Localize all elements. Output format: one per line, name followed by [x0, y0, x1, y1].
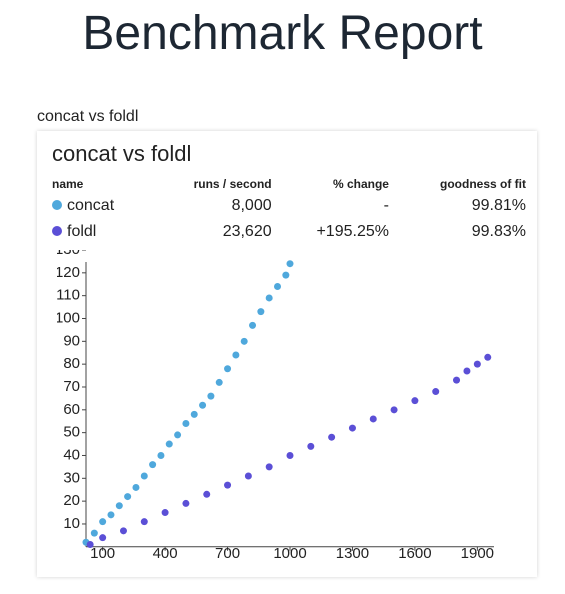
table-header: name runs / second % change goodness of fit — [48, 175, 530, 193]
x-tick-label: 1300 — [336, 545, 369, 562]
y-tick-label: 110 — [57, 287, 80, 304]
point — [119, 527, 127, 535]
point — [232, 351, 240, 359]
table-cell: 8,000 — [231, 197, 272, 214]
point — [140, 472, 148, 480]
table-cell: 99.81% — [471, 197, 526, 214]
chart: 10 20 30 40 50 60 70 80 90 100 110 120 130 100 400 700 1… — [57, 250, 494, 562]
point — [265, 463, 273, 471]
point — [484, 353, 492, 361]
y-tick-label: 10 — [63, 515, 80, 532]
point — [274, 283, 282, 291]
point — [244, 472, 252, 480]
y-tick-label: 80 — [63, 355, 80, 372]
point — [90, 529, 98, 537]
point — [157, 451, 165, 459]
table-cell: +195.25% — [316, 223, 389, 240]
table-row: concat 8,000 - 99.81% — [48, 193, 530, 219]
point — [249, 321, 257, 329]
y-tick-label: 120 — [57, 264, 80, 281]
section-title: concat vs foldl — [37, 108, 139, 125]
results-table: name runs / second % change goodness of fit… — [48, 175, 530, 245]
point — [453, 376, 461, 384]
column-header: runs / second — [193, 177, 272, 191]
legend-dot — [52, 200, 62, 210]
point — [215, 378, 223, 386]
point — [161, 509, 169, 517]
table-cell: 99.83% — [471, 223, 526, 240]
point — [286, 260, 294, 268]
legend-label: foldl — [67, 223, 97, 240]
column-header: goodness of fit — [440, 177, 526, 191]
point — [473, 360, 481, 368]
point — [203, 490, 211, 498]
x-tick-label: 1000 — [273, 545, 306, 562]
x-tick-label: 400 — [153, 545, 178, 562]
point — [240, 337, 248, 345]
point — [328, 433, 336, 441]
point — [224, 481, 232, 489]
y-tick-label: 130 — [57, 250, 80, 258]
point — [463, 367, 471, 375]
column-header: % change — [332, 177, 389, 191]
y-tick-label: 50 — [63, 424, 80, 441]
column-header: name — [52, 177, 84, 191]
point — [182, 420, 190, 428]
point — [282, 271, 290, 279]
point — [165, 440, 173, 448]
point — [132, 483, 140, 491]
y-tick-label: 30 — [63, 469, 80, 486]
point — [432, 388, 440, 396]
point — [207, 392, 215, 400]
point — [86, 541, 94, 549]
legend-dot — [52, 226, 62, 236]
table-cell: 23,620 — [222, 223, 272, 240]
point — [174, 431, 182, 439]
point — [265, 294, 273, 302]
x-tick-label: 700 — [215, 545, 240, 562]
point — [115, 502, 123, 510]
y-tick-label: 70 — [63, 378, 80, 395]
y-tick-label: 60 — [63, 401, 80, 418]
point — [199, 401, 207, 409]
name-cell: foldl — [48, 219, 150, 245]
table-cell: - — [383, 197, 389, 214]
point — [107, 511, 115, 519]
point — [140, 518, 148, 526]
point — [411, 397, 419, 405]
x-tick-label: 1600 — [398, 545, 431, 562]
point — [307, 442, 315, 450]
point — [149, 461, 157, 469]
table-body: concat 8,000 - 99.81% foldl 23,620 +195.25% 99.… — [48, 193, 530, 245]
y-tick-label: 90 — [63, 332, 80, 349]
x-tick-label: 1900 — [461, 545, 494, 562]
point — [99, 534, 107, 542]
card-title: concat vs foldl — [52, 141, 192, 166]
point — [286, 451, 294, 459]
point — [390, 406, 398, 414]
page-title: Benchmark Report — [82, 7, 483, 60]
point — [99, 518, 107, 526]
x-tick-label: 100 — [90, 545, 115, 562]
point — [190, 410, 198, 418]
name-cell: concat — [48, 193, 150, 219]
table-row: foldl 23,620 +195.25% 99.83% — [48, 219, 530, 245]
point — [257, 308, 265, 316]
point — [369, 415, 377, 423]
point — [348, 424, 356, 432]
y-tick-label: 40 — [63, 446, 80, 463]
point — [224, 365, 232, 373]
y-tick-label: 20 — [63, 492, 80, 509]
legend-label: concat — [67, 197, 115, 214]
y-tick-label: 100 — [57, 309, 80, 326]
point — [124, 493, 132, 501]
point — [182, 499, 190, 507]
